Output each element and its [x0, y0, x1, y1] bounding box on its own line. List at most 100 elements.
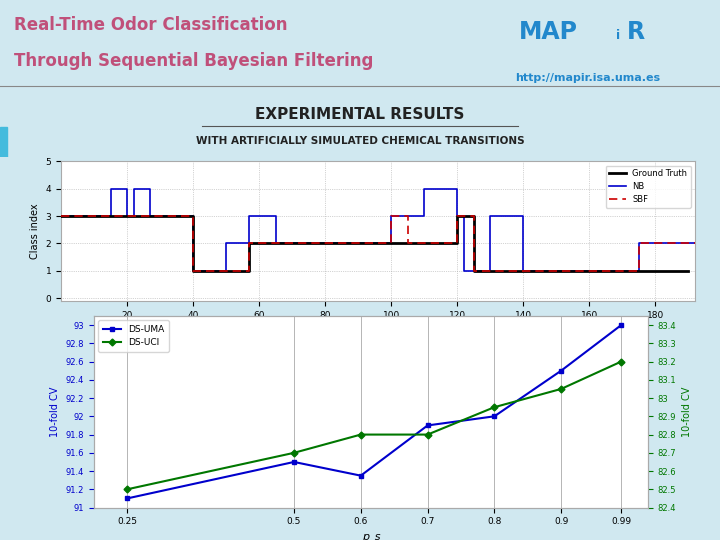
Line: NB: NB	[61, 189, 695, 271]
NB	[222, 240, 230, 247]
NB	[146, 213, 155, 219]
DS-UMA	[423, 422, 432, 429]
Text: MAP: MAP	[518, 19, 577, 44]
Text: R: R	[626, 19, 644, 44]
Ground Truth	[469, 267, 478, 274]
SBF	[189, 213, 197, 219]
SBF	[387, 213, 395, 219]
NB	[634, 240, 643, 247]
NB	[271, 213, 280, 219]
NB	[634, 240, 643, 247]
NB	[245, 240, 253, 247]
Y-axis label: Class index: Class index	[30, 203, 40, 259]
DS-UMA	[289, 458, 298, 465]
NB	[519, 267, 528, 274]
NB	[459, 213, 468, 219]
Y-axis label: 10-fold CV: 10-fold CV	[682, 387, 692, 437]
NB	[130, 186, 138, 192]
SBF	[519, 267, 528, 274]
Ground Truth	[453, 213, 462, 219]
Text: WITH ARTIFICIALLY SIMULATED CHEMICAL TRANSITIONS: WITH ARTIFICIALLY SIMULATED CHEMICAL TRA…	[196, 136, 524, 146]
SBF	[453, 213, 462, 219]
DS-UMA	[122, 495, 131, 502]
Ground Truth	[245, 240, 253, 247]
DS-UCI	[423, 431, 432, 438]
Text: EXPERIMENTAL RESULTS: EXPERIMENTAL RESULTS	[256, 107, 464, 122]
Ground Truth	[684, 267, 693, 274]
NB	[601, 267, 610, 274]
DS-UMA	[557, 367, 565, 374]
Legend: DS-UMA, DS-UCI: DS-UMA, DS-UCI	[98, 320, 168, 352]
NB	[453, 213, 462, 219]
Ground Truth	[123, 213, 132, 219]
SBF	[245, 267, 253, 274]
SBF	[469, 213, 478, 219]
DS-UCI	[490, 404, 499, 410]
NB	[123, 186, 132, 192]
SBF	[453, 240, 462, 247]
NB	[57, 213, 66, 219]
SBF	[469, 267, 478, 274]
NB	[601, 267, 610, 274]
NB	[146, 186, 155, 192]
SBF	[601, 267, 610, 274]
SBF	[403, 213, 412, 219]
NB	[453, 186, 462, 192]
Text: Through Sequential Bayesian Filtering: Through Sequential Bayesian Filtering	[14, 52, 374, 70]
NB	[107, 186, 115, 192]
NB	[271, 240, 280, 247]
SBF	[690, 240, 699, 247]
Ground Truth	[123, 213, 132, 219]
SBF	[57, 213, 66, 219]
NB	[486, 213, 495, 219]
NB	[469, 267, 478, 274]
Ground Truth	[245, 267, 253, 274]
Bar	[0, 127, 7, 157]
SBF	[245, 240, 253, 247]
Ground Truth	[57, 213, 66, 219]
X-axis label: p_s: p_s	[361, 532, 380, 540]
Ground Truth	[189, 267, 197, 274]
SBF	[519, 267, 528, 274]
SBF	[634, 240, 643, 247]
Line: Ground Truth: Ground Truth	[61, 216, 688, 271]
Ground Truth	[519, 267, 528, 274]
NB	[400, 213, 409, 219]
SBF	[634, 240, 643, 247]
DS-UMA	[490, 413, 499, 420]
DS-UCI	[617, 359, 626, 365]
Ground Truth	[519, 267, 528, 274]
NB	[288, 240, 297, 247]
Text: i: i	[616, 29, 620, 42]
NB	[436, 186, 445, 192]
NB	[459, 267, 468, 274]
Ground Truth	[453, 240, 462, 247]
SBF	[601, 267, 610, 274]
X-axis label: Sample index: Sample index	[345, 325, 411, 335]
DS-UCI	[122, 486, 131, 492]
NB	[222, 267, 230, 274]
NB	[189, 267, 197, 274]
Line: DS-UCI: DS-UCI	[125, 359, 624, 492]
Text: Real-Time Odor Classification: Real-Time Odor Classification	[14, 16, 288, 34]
NB	[400, 213, 409, 219]
DS-UMA	[617, 322, 626, 328]
NB	[420, 186, 428, 192]
NB	[288, 240, 297, 247]
NB	[436, 186, 445, 192]
NB	[123, 213, 132, 219]
DS-UCI	[356, 431, 365, 438]
NB	[245, 213, 253, 219]
SBF	[189, 267, 197, 274]
Legend: Ground Truth, NB, SBF: Ground Truth, NB, SBF	[606, 166, 690, 207]
DS-UCI	[289, 450, 298, 456]
NB	[519, 213, 528, 219]
Line: SBF: SBF	[61, 216, 695, 271]
NB	[469, 267, 478, 274]
NB	[420, 213, 428, 219]
NB	[486, 267, 495, 274]
Text: http://mapir.isa.uma.es: http://mapir.isa.uma.es	[515, 73, 660, 83]
NB	[387, 213, 395, 219]
NB	[189, 213, 197, 219]
NB	[130, 213, 138, 219]
